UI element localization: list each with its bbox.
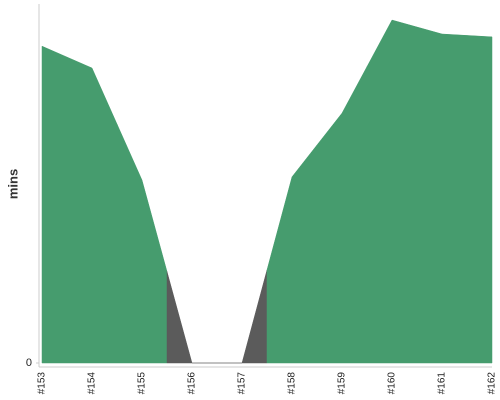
area-segment bbox=[166, 271, 217, 364]
x-tick-label: #155 bbox=[137, 372, 148, 395]
area-segment bbox=[217, 269, 268, 364]
x-tick-label: #158 bbox=[287, 372, 298, 395]
x-tick-label: #160 bbox=[387, 372, 398, 395]
area-segment bbox=[266, 144, 318, 364]
x-tick-label: #154 bbox=[87, 372, 98, 395]
x-tick-label: #157 bbox=[237, 372, 248, 395]
y-tick-label: 0 bbox=[26, 357, 32, 369]
area-segment bbox=[416, 26, 468, 364]
x-tick-label: #161 bbox=[437, 372, 448, 395]
area-segment bbox=[41, 45, 68, 364]
area-segment bbox=[66, 56, 118, 364]
y-axis-title: mins bbox=[5, 169, 20, 199]
area-segment bbox=[316, 66, 368, 364]
x-tick-label: #162 bbox=[487, 372, 498, 395]
x-tick-label: #153 bbox=[37, 372, 48, 395]
area-segment bbox=[466, 35, 493, 364]
x-tick-label: #159 bbox=[337, 372, 348, 395]
x-tick-label: #156 bbox=[187, 372, 198, 395]
area-segment bbox=[366, 19, 418, 364]
area-segment bbox=[116, 123, 168, 364]
